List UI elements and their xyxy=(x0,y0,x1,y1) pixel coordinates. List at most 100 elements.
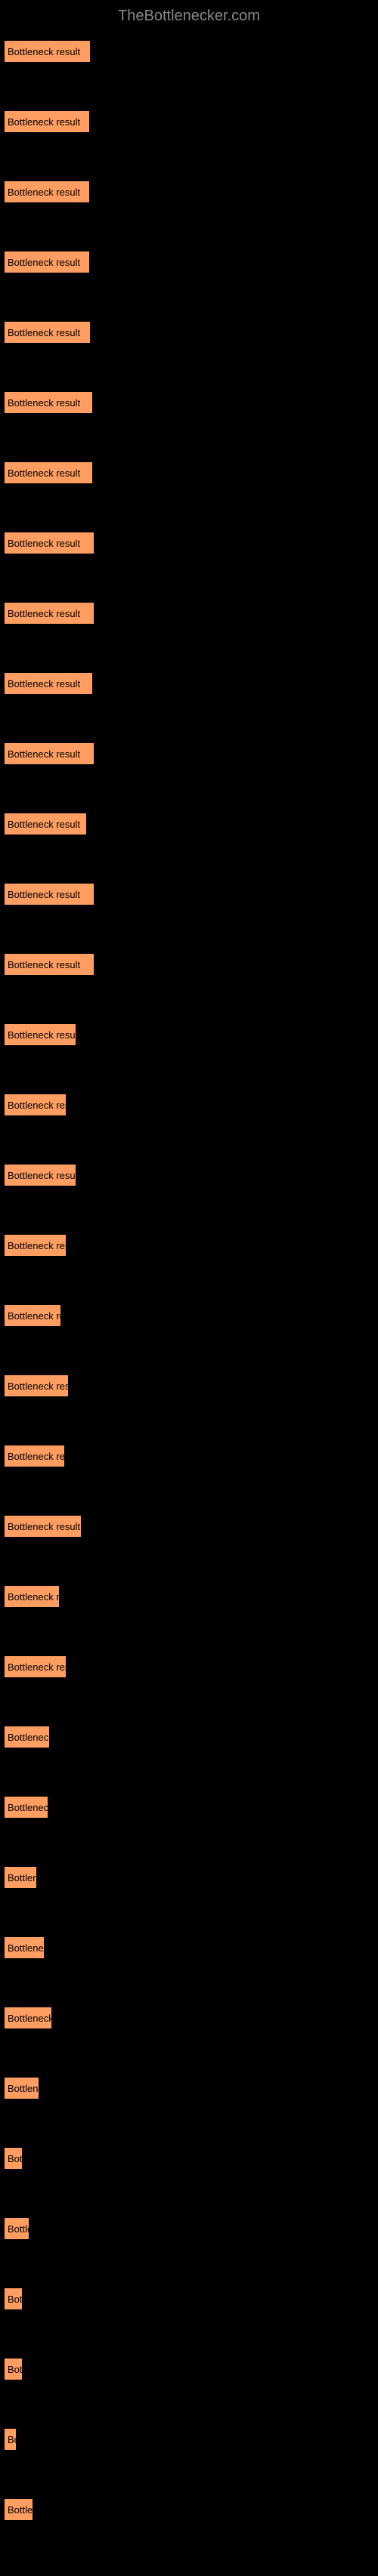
bar: Bottleneck result xyxy=(4,391,93,414)
bar: Bottleneck result xyxy=(4,110,90,133)
bar-text: Bottleneck result xyxy=(8,327,80,338)
bar-text: Bottleneck result xyxy=(8,1451,65,1462)
bar: Bottleneck result xyxy=(4,1094,67,1116)
bar-row: Bottleneck result xyxy=(4,1726,374,1748)
bar-text: Bottleneck result xyxy=(8,608,80,619)
bar-row: Bottleneck result xyxy=(4,602,374,625)
bar-text: Bottleneck result xyxy=(8,2364,23,2375)
bar-row: Bottleneck result xyxy=(4,40,374,63)
bar: Bottleneck result xyxy=(4,1866,37,1889)
bar: Bottleneck result xyxy=(4,1726,50,1748)
bar: Bottleneck result xyxy=(4,2358,23,2380)
bar-text: Bottleneck result xyxy=(8,1170,76,1181)
chart-container: Bottleneck result Bottleneck result Bottle… xyxy=(0,32,378,2576)
bar-text: Bottleneck result xyxy=(8,1591,60,1603)
bar: Bottleneck result xyxy=(4,1585,60,1608)
bar-row: Bottleneck result xyxy=(4,2288,374,2310)
bar-text: Bottleneck result xyxy=(8,1872,37,1883)
bar-row: Bottleneck result xyxy=(4,1796,374,1819)
bar-row: Bottleneck result xyxy=(4,742,374,765)
bar: Bottleneck result xyxy=(4,40,91,63)
bar-row: Bottleneck result xyxy=(4,1655,374,1678)
bar-row: Bottleneck result xyxy=(4,180,374,203)
bar-row: Bottleneck result xyxy=(4,391,374,414)
bar: Bottleneck result xyxy=(4,1936,45,1959)
bar-row: Bottleneck result xyxy=(4,672,374,695)
bar-row: Bottleneck result xyxy=(4,1515,374,1538)
bar-row: Bottleneck result xyxy=(4,1094,374,1116)
bar: Bottleneck result xyxy=(4,2217,29,2240)
bar: Bottleneck result xyxy=(4,953,94,976)
bar-text: Bottleneck result xyxy=(8,1100,67,1111)
bar-row: Bottleneck result xyxy=(4,2217,374,2240)
bar: Bottleneck result xyxy=(4,813,87,835)
bar-row: Bottleneck result xyxy=(4,321,374,344)
bar-text: Bottleneck result xyxy=(8,1802,48,1813)
bar: Bottleneck result xyxy=(4,1445,65,1467)
bar-row: Bottleneck result xyxy=(4,883,374,905)
bar: Bottleneck result xyxy=(4,1796,48,1819)
bar-text: Bottleneck result xyxy=(8,2504,33,2516)
bar-text: Bottleneck result xyxy=(8,538,80,549)
bar-row: Bottleneck result xyxy=(4,2498,374,2521)
bar-text: Bottleneck result xyxy=(8,678,80,690)
bar: Bottleneck result xyxy=(4,2077,39,2099)
bar-row: Bottleneck result xyxy=(4,2428,374,2451)
bar-row: Bottleneck result xyxy=(4,1445,374,1467)
bar: Bottleneck result xyxy=(4,461,93,484)
bar: Bottleneck result xyxy=(4,1655,67,1678)
bar: Bottleneck result xyxy=(4,180,90,203)
bar-row: Bottleneck result xyxy=(4,2077,374,2099)
bar-text: Bottleneck result xyxy=(8,748,80,760)
bar-row: Bottleneck result xyxy=(4,1374,374,1397)
bar-text: Bottleneck result xyxy=(8,467,80,479)
bar-text: Bottleneck result xyxy=(8,2013,52,2024)
bar-row: Bottleneck result xyxy=(4,953,374,976)
bar: Bottleneck result xyxy=(4,1374,69,1397)
bar-row: Bottleneck result xyxy=(4,251,374,273)
bar-row: Bottleneck result xyxy=(4,1585,374,1608)
bar: Bottleneck result xyxy=(4,1023,76,1046)
bar-row: Bottleneck result xyxy=(4,1234,374,1257)
bar-row: Bottleneck result xyxy=(4,1304,374,1327)
bar-row: Bottleneck result xyxy=(4,110,374,133)
header: TheBottlenecker.com xyxy=(0,0,378,32)
bar-text: Bottleneck result xyxy=(8,397,80,409)
bar-text: Bottleneck result xyxy=(8,1029,76,1041)
bar-text: Bottleneck result xyxy=(8,1732,50,1743)
site-title: TheBottlenecker.com xyxy=(118,8,260,24)
bar: Bottleneck result xyxy=(4,1234,67,1257)
bar-row: Bottleneck result xyxy=(4,1164,374,1186)
bar: Bottleneck result xyxy=(4,742,94,765)
bar-text: Bottleneck result xyxy=(8,2083,39,2094)
bar: Bottleneck result xyxy=(4,321,91,344)
bar: Bottleneck result xyxy=(4,2288,23,2310)
bar: Bottleneck result xyxy=(4,2147,23,2170)
bar-text: Bottleneck result xyxy=(8,1661,67,1673)
bar: Bottleneck result xyxy=(4,1304,61,1327)
bar-row: Bottleneck result xyxy=(4,2147,374,2170)
bar: Bottleneck result xyxy=(4,883,94,905)
bar-text: Bottleneck result xyxy=(8,2223,29,2235)
bar: Bottleneck result xyxy=(4,602,94,625)
bar: Bottleneck result xyxy=(4,2498,33,2521)
bar-row: Bottleneck result xyxy=(4,1866,374,1889)
bar-text: Bottleneck result xyxy=(8,257,80,268)
bar-text: Bottleneck result xyxy=(8,1942,45,1954)
bar: Bottleneck result xyxy=(4,2428,17,2451)
bar-text: Bottleneck result xyxy=(8,959,80,970)
bar-text: Bottleneck result xyxy=(8,889,80,900)
bar: Bottleneck result xyxy=(4,1164,76,1186)
bar-text: Bottleneck result xyxy=(8,1381,69,1392)
bar: Bottleneck result xyxy=(4,2007,52,2029)
bar-row: Bottleneck result xyxy=(4,2007,374,2029)
bar: Bottleneck result xyxy=(4,672,93,695)
bar: Bottleneck result xyxy=(4,532,94,554)
bar-row: Bottleneck result xyxy=(4,813,374,835)
bar-text: Bottleneck result xyxy=(8,2434,17,2445)
bar-text: Bottleneck result xyxy=(8,116,80,128)
bar-text: Bottleneck result xyxy=(8,187,80,198)
bar: Bottleneck result xyxy=(4,1515,82,1538)
bar: Bottleneck result xyxy=(4,251,90,273)
bar-text: Bottleneck result xyxy=(8,46,80,57)
